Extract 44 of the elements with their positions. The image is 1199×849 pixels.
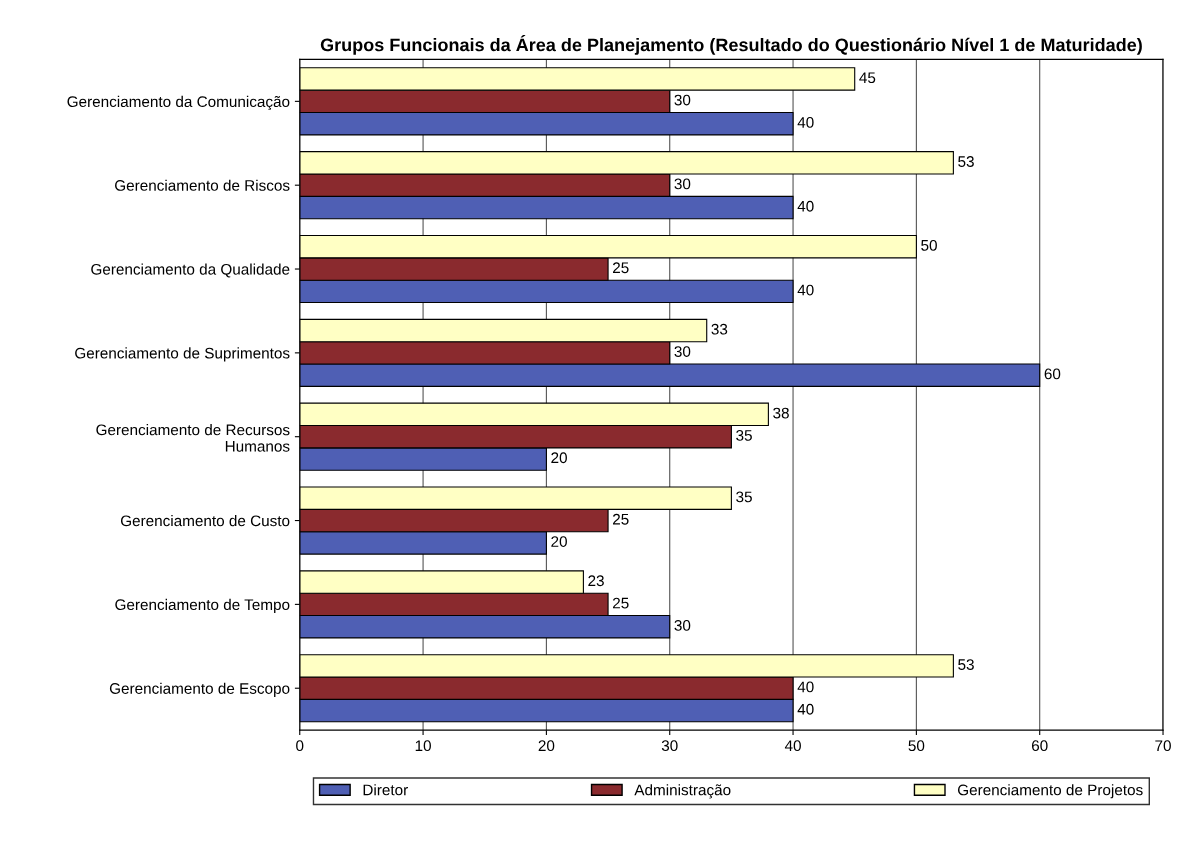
x-tick-label: 30 xyxy=(661,740,678,752)
data-label: 40 xyxy=(797,284,814,296)
x-tick-label: 60 xyxy=(1031,740,1048,752)
data-label: 30 xyxy=(674,94,691,106)
data-label: 45 xyxy=(859,72,876,84)
data-label: 25 xyxy=(613,513,629,525)
data-label: 53 xyxy=(958,156,974,167)
y-tick-label: Gerenciamento de Riscos xyxy=(115,179,290,191)
x-tick-label: 10 xyxy=(415,740,431,752)
data-label: 20 xyxy=(551,452,567,464)
legend-label: Diretor xyxy=(363,784,408,796)
x-tick-label: 20 xyxy=(538,740,555,752)
y-tick-label: Gerenciamento de Escopo xyxy=(109,682,290,697)
x-tick-label: 40 xyxy=(784,740,801,752)
data-label: 40 xyxy=(797,200,814,212)
data-label: 25 xyxy=(613,262,629,274)
y-tick-label: Gerenciamento da Comunicação xyxy=(67,95,290,111)
x-tick-label: 70 xyxy=(1155,740,1171,752)
data-label: 23 xyxy=(588,575,604,587)
x-tick-label: 50 xyxy=(908,740,925,752)
data-label: 35 xyxy=(736,429,752,441)
chart-title: Grupos Funcionais da Área de Planejamento (Resultado do Questionário Nível 1 de Maturidade) xyxy=(320,35,1142,55)
data-label: 40 xyxy=(797,116,814,128)
legend-label: Administração xyxy=(634,784,731,799)
data-label: 40 xyxy=(797,681,814,693)
y-tick-label: Gerenciamento da Qualidade xyxy=(91,263,290,278)
data-label: 53 xyxy=(958,659,974,670)
data-label: 30 xyxy=(674,178,691,190)
y-tick-label: Gerenciamento de Recursos Humanos xyxy=(96,424,290,452)
data-label: 50 xyxy=(921,239,937,251)
data-label: 30 xyxy=(674,346,691,357)
y-tick-label: Gerenciamento de Tempo xyxy=(115,598,290,614)
data-label: 38 xyxy=(773,407,789,419)
legend-label: Gerenciamento de Projetos xyxy=(957,784,1143,799)
data-label: 33 xyxy=(711,323,728,335)
data-label: 20 xyxy=(551,536,567,547)
y-tick-label: Gerenciamento de Suprimentos xyxy=(75,347,290,362)
x-tick-label: 0 xyxy=(296,740,304,752)
y-tick-label: Gerenciamento de Custo xyxy=(120,515,290,527)
data-label: 30 xyxy=(674,620,691,631)
data-label: 25 xyxy=(613,597,629,609)
data-label: 60 xyxy=(1044,368,1061,380)
data-label: 35 xyxy=(736,491,752,503)
data-label: 40 xyxy=(797,703,814,715)
